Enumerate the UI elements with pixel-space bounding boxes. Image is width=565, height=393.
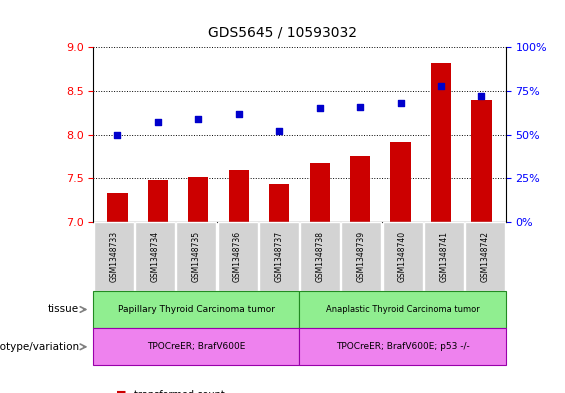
Point (194, 116, 203, 122)
Text: ■: ■ (116, 390, 127, 393)
Point (396, 100, 405, 106)
Point (275, 128, 284, 134)
Text: GSM1348741: GSM1348741 (440, 231, 448, 282)
Text: TPOCreER; BrafV600E: TPOCreER; BrafV600E (147, 342, 246, 351)
Text: transformed count: transformed count (134, 390, 225, 393)
Text: GSM1348733: GSM1348733 (110, 231, 118, 282)
Text: GSM1348739: GSM1348739 (357, 231, 366, 282)
Text: tissue: tissue (48, 305, 79, 314)
Bar (390, 141, 411, 222)
Point (436, 83, 445, 89)
Bar (431, 63, 451, 222)
Text: genotype/variation: genotype/variation (0, 342, 79, 352)
Point (355, 103, 364, 110)
Point (477, 93, 486, 99)
Bar (310, 163, 330, 222)
Bar (107, 193, 128, 222)
Text: TPOCreER; BrafV600E; p53 -/-: TPOCreER; BrafV600E; p53 -/- (336, 342, 470, 351)
Bar (229, 170, 249, 222)
Text: GSM1348734: GSM1348734 (151, 231, 159, 282)
Point (154, 119, 163, 125)
Text: GSM1348742: GSM1348742 (481, 231, 489, 282)
Text: GSM1348740: GSM1348740 (398, 231, 407, 282)
Text: GSM1348737: GSM1348737 (275, 231, 283, 282)
Text: GDS5645 / 10593032: GDS5645 / 10593032 (208, 26, 357, 40)
Text: GSM1348735: GSM1348735 (192, 231, 201, 282)
Text: GSM1348738: GSM1348738 (316, 231, 324, 282)
Bar (188, 176, 208, 222)
Bar (269, 184, 289, 222)
Bar (350, 156, 370, 222)
Text: Papillary Thyroid Carcinoma tumor: Papillary Thyroid Carcinoma tumor (118, 305, 275, 314)
Point (234, 110, 244, 117)
Point (113, 131, 122, 138)
Point (315, 105, 324, 112)
Text: GSM1348736: GSM1348736 (233, 231, 242, 282)
Bar (148, 180, 168, 222)
Text: Anaplastic Thyroid Carcinoma tumor: Anaplastic Thyroid Carcinoma tumor (325, 305, 480, 314)
Bar (471, 99, 492, 222)
